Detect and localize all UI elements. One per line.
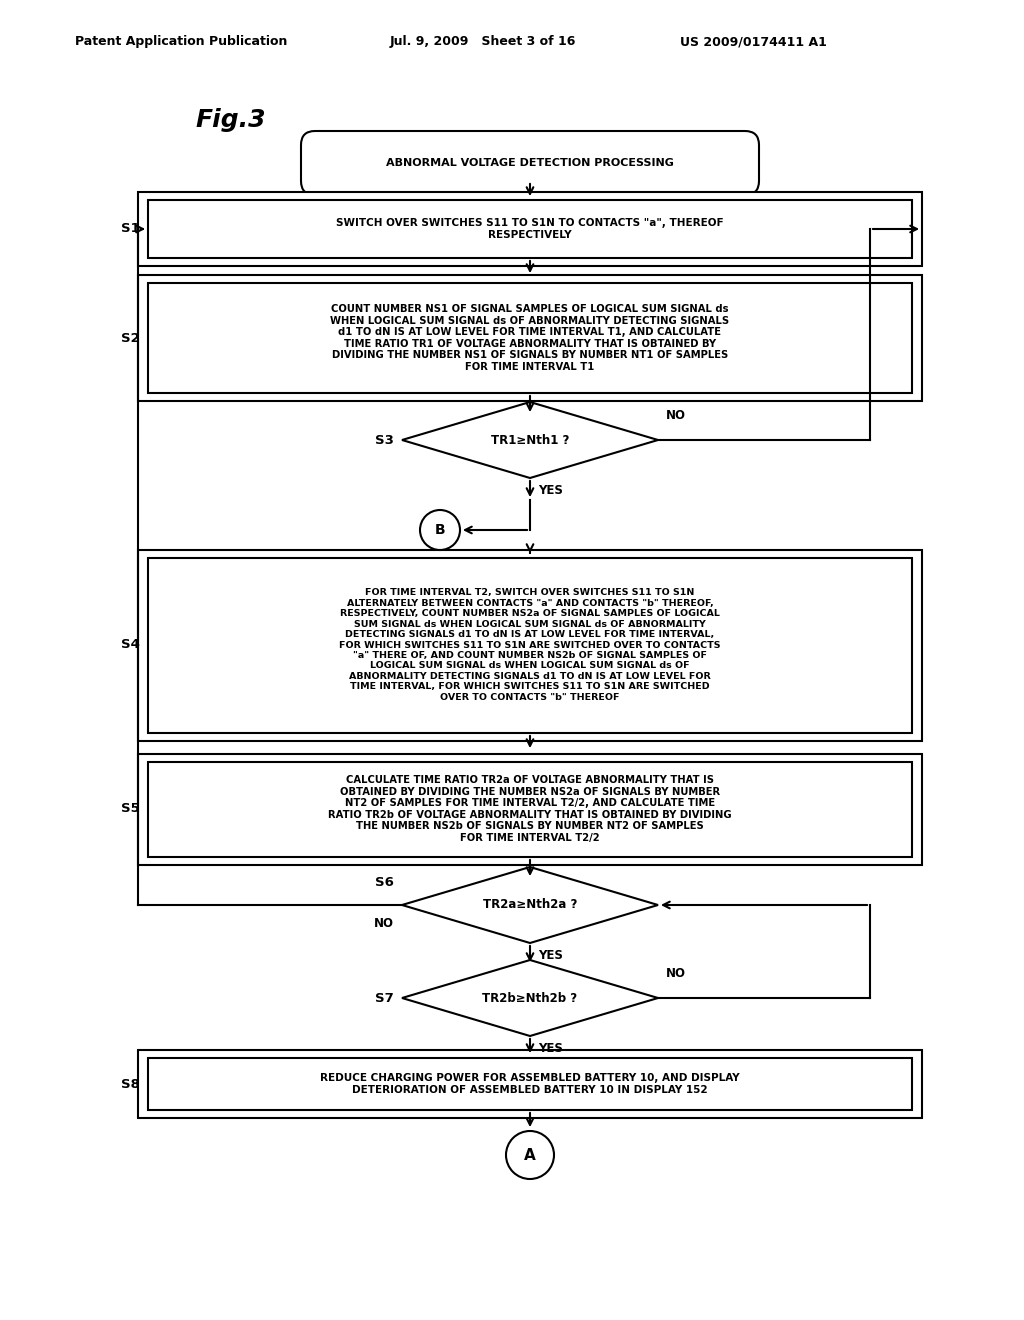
Text: YES: YES	[538, 1041, 563, 1055]
FancyBboxPatch shape	[138, 550, 922, 741]
Text: COUNT NUMBER NS1 OF SIGNAL SAMPLES OF LOGICAL SUM SIGNAL ds
WHEN LOGICAL SUM SIG: COUNT NUMBER NS1 OF SIGNAL SAMPLES OF LO…	[331, 304, 729, 372]
Text: S4: S4	[121, 639, 140, 652]
Text: TR1≥Nth1 ?: TR1≥Nth1 ?	[490, 433, 569, 446]
Polygon shape	[402, 403, 658, 478]
Circle shape	[506, 1131, 554, 1179]
Text: US 2009/0174411 A1: US 2009/0174411 A1	[680, 36, 826, 49]
Text: FOR TIME INTERVAL T2, SWITCH OVER SWITCHES S11 TO S1N
ALTERNATELY BETWEEN CONTAC: FOR TIME INTERVAL T2, SWITCH OVER SWITCH…	[339, 589, 721, 701]
Text: NO: NO	[666, 968, 686, 979]
FancyBboxPatch shape	[148, 201, 912, 257]
Text: S7: S7	[375, 991, 394, 1005]
Text: SWITCH OVER SWITCHES S11 TO S1N TO CONTACTS "a", THEREOF
RESPECTIVELY: SWITCH OVER SWITCHES S11 TO S1N TO CONTA…	[336, 218, 724, 240]
Text: CALCULATE TIME RATIO TR2a OF VOLTAGE ABNORMALITY THAT IS
OBTAINED BY DIVIDING TH: CALCULATE TIME RATIO TR2a OF VOLTAGE ABN…	[328, 775, 732, 843]
Text: A: A	[524, 1147, 536, 1163]
Text: S5: S5	[121, 803, 140, 816]
FancyBboxPatch shape	[138, 754, 922, 865]
Circle shape	[420, 510, 460, 550]
Text: Fig.3: Fig.3	[195, 108, 265, 132]
FancyBboxPatch shape	[148, 282, 912, 393]
Text: YES: YES	[538, 949, 563, 962]
Text: TR2a≥Nth2a ?: TR2a≥Nth2a ?	[482, 899, 578, 912]
Text: S3: S3	[375, 433, 394, 446]
FancyBboxPatch shape	[148, 1059, 912, 1110]
FancyBboxPatch shape	[148, 762, 912, 857]
Text: ABNORMAL VOLTAGE DETECTION PROCESSING: ABNORMAL VOLTAGE DETECTION PROCESSING	[386, 158, 674, 168]
Text: Patent Application Publication: Patent Application Publication	[75, 36, 288, 49]
FancyBboxPatch shape	[301, 131, 759, 195]
Text: YES: YES	[538, 484, 563, 498]
Text: TR2b≥Nth2b ?: TR2b≥Nth2b ?	[482, 991, 578, 1005]
Text: NO: NO	[374, 917, 394, 931]
Polygon shape	[402, 960, 658, 1036]
Text: NO: NO	[666, 409, 686, 422]
Text: S2: S2	[121, 331, 140, 345]
FancyBboxPatch shape	[138, 191, 922, 267]
Text: Jul. 9, 2009   Sheet 3 of 16: Jul. 9, 2009 Sheet 3 of 16	[390, 36, 577, 49]
Polygon shape	[402, 867, 658, 942]
Text: S8: S8	[121, 1077, 140, 1090]
Text: B: B	[434, 523, 445, 537]
Text: REDUCE CHARGING POWER FOR ASSEMBLED BATTERY 10, AND DISPLAY
DETERIORATION OF ASS: REDUCE CHARGING POWER FOR ASSEMBLED BATT…	[321, 1073, 739, 1094]
FancyBboxPatch shape	[138, 1049, 922, 1118]
FancyBboxPatch shape	[138, 275, 922, 401]
FancyBboxPatch shape	[148, 558, 912, 733]
Text: S6: S6	[375, 876, 394, 888]
Text: S1: S1	[121, 223, 140, 235]
